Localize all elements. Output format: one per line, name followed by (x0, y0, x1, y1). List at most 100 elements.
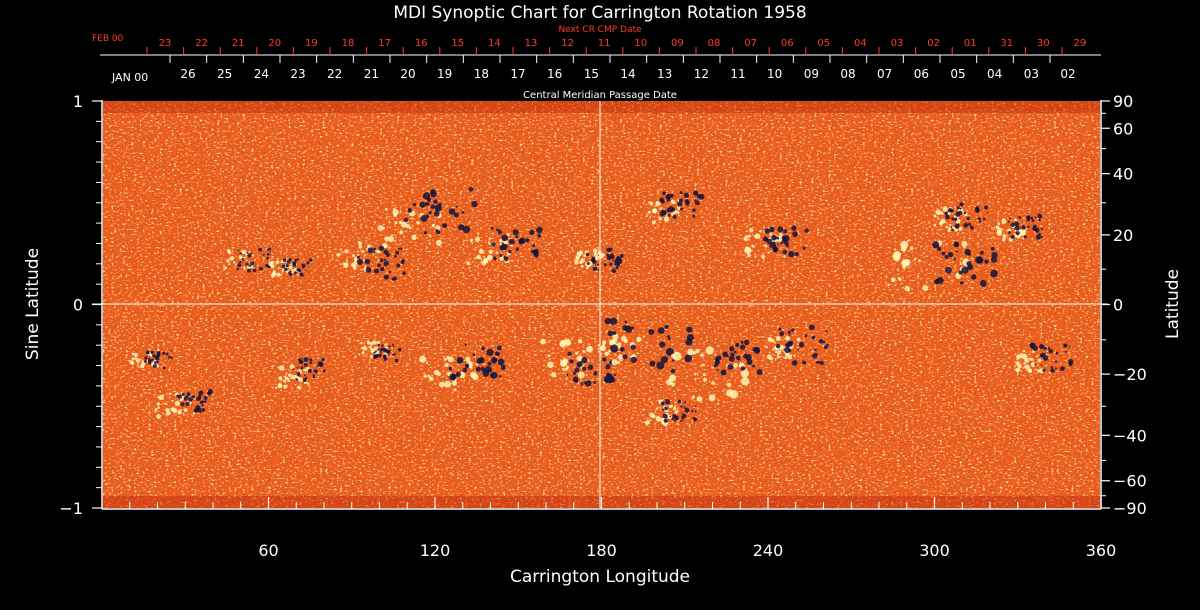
cmp-axis-label: Central Meridian Passage Date (523, 90, 677, 101)
active-region (597, 317, 694, 374)
next-cr-date-label: 01 (964, 38, 977, 49)
next-cr-date-label: 14 (488, 38, 501, 49)
next-cr-date-label: 02 (927, 38, 940, 49)
active-region (645, 190, 705, 225)
next-cr-date-label: 30 (1037, 38, 1050, 49)
cmp-date-label: 11 (730, 67, 745, 81)
active-region (743, 225, 809, 259)
active-region (933, 202, 989, 232)
cmp-date-label: 02 (1060, 67, 1075, 81)
y-tick-label-right: 90 (1113, 92, 1133, 111)
active-region (765, 324, 829, 366)
active-region (358, 340, 402, 363)
y-tick-label-right: 40 (1113, 165, 1133, 184)
x-tick-label: 240 (753, 541, 784, 560)
next-cr-date-label: 18 (342, 38, 355, 49)
x-axis-label: Carrington Longitude (510, 567, 690, 587)
y-tick-label-left: −1 (59, 499, 83, 518)
active-region (268, 258, 313, 278)
cmp-date-labels: 26 25 24 23 22 21 20 19 18 17 16 15 14 13 12 11 10 09 08 07… (180, 67, 1075, 81)
next-cr-date-label: 06 (781, 38, 794, 49)
active-region (993, 213, 1043, 242)
next-cr-date-label: 10 (634, 38, 647, 49)
next-cr-month-label: FEB 00 (92, 34, 124, 44)
next-cr-date-label: 04 (854, 38, 867, 49)
y-tick-label-right: −40 (1113, 426, 1147, 445)
y-tick-label-right: −60 (1113, 472, 1147, 491)
active-region (645, 398, 698, 427)
top-date-ticks (146, 47, 1063, 63)
active-region (666, 339, 763, 402)
cmp-date-label: 25 (217, 67, 232, 81)
cmp-date-label: 05 (950, 67, 965, 81)
cmp-date-label: 15 (584, 67, 599, 81)
next-cr-date-labels: 23 22 21 20 19 18 17 16 15 14 13 12 11 10 09 08 07 06 05 04… (159, 38, 1087, 49)
next-cr-date-label: 16 (415, 38, 428, 49)
next-cr-date-label: 19 (305, 38, 318, 49)
cmp-date-label: 14 (620, 67, 635, 81)
active-region (1015, 342, 1074, 374)
cmp-date-label: 24 (254, 67, 269, 81)
active-region (129, 349, 173, 370)
y-tick-label-right: −90 (1113, 499, 1147, 518)
cmp-date-label: 03 (1024, 67, 1039, 81)
cmp-date-label: 04 (987, 67, 1002, 81)
cmp-date-label: 18 (474, 67, 489, 81)
active-region (377, 186, 478, 248)
next-cr-date-label: 31 (1000, 38, 1013, 49)
x-tick-label: 360 (1086, 541, 1117, 560)
active-region (274, 357, 326, 390)
cmp-date-label: 09 (804, 67, 819, 81)
cmp-month-label: JAN 00 (111, 71, 148, 84)
next-cr-date-label: 20 (268, 38, 281, 49)
cmp-date-label: 13 (657, 67, 672, 81)
y-tick-label-right: 60 (1113, 119, 1133, 138)
active-region (540, 338, 617, 387)
cmp-date-label: 21 (364, 67, 379, 81)
x-tick-label: 180 (586, 541, 617, 560)
x-tick-label: 300 (919, 541, 950, 560)
next-cr-date-label: 09 (671, 38, 684, 49)
left-axis-ticks: 1 0 −1 (59, 92, 102, 518)
active-region (336, 241, 406, 281)
cmp-date-label: 20 (400, 67, 415, 81)
next-cr-date-label: 15 (451, 38, 464, 49)
active-region (574, 247, 624, 274)
active-region (419, 343, 506, 392)
y-tick-label-right: 20 (1113, 226, 1133, 245)
cmp-date-label: 19 (437, 67, 452, 81)
next-cr-date-label: 07 (744, 38, 757, 49)
cmp-date-label: 06 (914, 67, 929, 81)
y-tick-label-right: −20 (1113, 365, 1147, 384)
next-cr-date-label: 11 (598, 38, 611, 49)
y-tick-label-left: 0 (73, 296, 83, 315)
next-cr-date-label: 22 (195, 38, 208, 49)
chart-title: MDI Synoptic Chart for Carrington Rotati… (393, 3, 806, 23)
next-cr-date-label: 08 (708, 38, 721, 49)
cmp-date-label: 08 (840, 67, 855, 81)
cmp-date-label: 12 (694, 67, 709, 81)
next-cr-date-label: 03 (891, 38, 904, 49)
active-region (466, 226, 543, 266)
next-cr-date-label: 23 (159, 38, 172, 49)
x-tick-label: 120 (420, 541, 451, 560)
next-cr-date-label: 12 (561, 38, 574, 49)
y-tick-label-right: 0 (1113, 296, 1123, 315)
cmp-date-label: 10 (767, 67, 782, 81)
cmp-date-label: 17 (510, 67, 525, 81)
cmp-date-label: 26 (180, 67, 195, 81)
x-tick-label: 60 (258, 541, 278, 560)
bottom-axis-ticks: 60 120 180 240 300 360 (129, 497, 1117, 560)
active-region (224, 247, 272, 273)
y-tick-label-left: 1 (73, 92, 83, 111)
y-axis-label-left: Sine Latitude (23, 248, 43, 360)
active-region (887, 239, 998, 292)
next-cr-date-label: 13 (525, 38, 538, 49)
next-cr-date-label: 05 (817, 38, 830, 49)
cmp-date-label: 22 (327, 67, 342, 81)
next-cr-date-label: 21 (232, 38, 245, 49)
active-region (154, 388, 214, 419)
y-axis-label-right: Latitude (1163, 269, 1183, 339)
right-axis-ticks: 90 60 40 20 0 −20 −40 −60 −90 (1101, 92, 1147, 518)
